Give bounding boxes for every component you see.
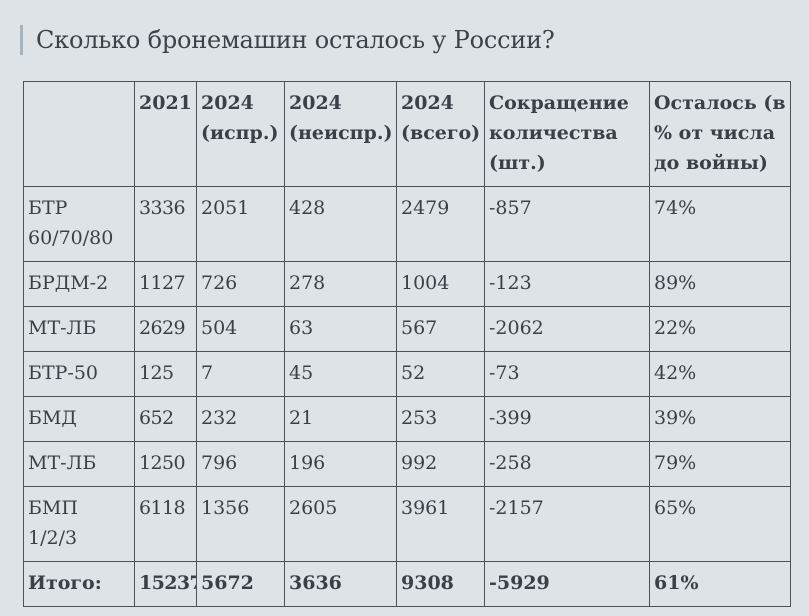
total-cell: 61% <box>649 561 791 607</box>
table-cell: 74% <box>649 186 791 262</box>
total-cell: 15237 <box>134 561 197 607</box>
table-cell: 796 <box>196 441 285 487</box>
table-cell: 79% <box>649 441 791 487</box>
table-cell: 125 <box>134 351 197 397</box>
table-cell: 196 <box>284 441 397 487</box>
table-cell: 45 <box>284 351 397 397</box>
table-cell: 428 <box>284 186 397 262</box>
vehicle-name-cell: БТР 60/70/80 <box>23 186 135 262</box>
table-cell: 1250 <box>134 441 197 487</box>
header-cell <box>23 81 135 187</box>
table-cell: 2629 <box>134 306 197 352</box>
table-cell: 3961 <box>396 486 485 562</box>
header-cell: 2021 <box>134 81 197 187</box>
table-cell: -399 <box>484 396 650 442</box>
table-row: БТР-50 125 7 45 52 -73 42% <box>23 351 791 397</box>
table-cell: -73 <box>484 351 650 397</box>
vehicle-name-cell: БТР-50 <box>23 351 135 397</box>
total-cell: 9308 <box>396 561 485 607</box>
header-row: 2021 2024 (испр.) 2024 (неиспр.) 2024 (в… <box>23 81 791 187</box>
total-cell: 5672 <box>196 561 285 607</box>
table-cell: 52 <box>396 351 485 397</box>
table-cell: 567 <box>396 306 485 352</box>
header-cell: 2024 (всего) <box>396 81 485 187</box>
page-title: Сколько бронемашин осталось у России? <box>36 26 555 54</box>
table-cell: -258 <box>484 441 650 487</box>
vehicle-name-cell: БМП 1/2/3 <box>23 486 135 562</box>
table-cell: 39% <box>649 396 791 442</box>
table-row: БРДМ-2 1127 726 278 1004 -123 89% <box>23 261 791 307</box>
table-cell: 1004 <box>396 261 485 307</box>
vehicle-name-cell: БРДМ-2 <box>23 261 135 307</box>
table-row: БТР 60/70/80 3336 2051 428 2479 -857 74% <box>23 186 791 262</box>
table-cell: 1127 <box>134 261 197 307</box>
table-row: МТ-ЛБ 2629 504 63 567 -2062 22% <box>23 306 791 352</box>
table-cell: 7 <box>196 351 285 397</box>
table-cell: 2051 <box>196 186 285 262</box>
vehicle-name-cell: МТ-ЛБ <box>23 306 135 352</box>
table-cell: 652 <box>134 396 197 442</box>
total-cell: -5929 <box>484 561 650 607</box>
table-cell: -2157 <box>484 486 650 562</box>
table-cell: 42% <box>649 351 791 397</box>
table-cell: -857 <box>484 186 650 262</box>
table-cell: 278 <box>284 261 397 307</box>
table-cell: 89% <box>649 261 791 307</box>
table-cell: 2605 <box>284 486 397 562</box>
header-cell: Сокращение количества (шт.) <box>484 81 650 187</box>
vehicle-name-cell: БМД <box>23 396 135 442</box>
table-cell: 504 <box>196 306 285 352</box>
header-cell: 2024 (неиспр.) <box>284 81 397 187</box>
total-cell: 3636 <box>284 561 397 607</box>
table-cell: 63 <box>284 306 397 352</box>
table-row: БМД 652 232 21 253 -399 39% <box>23 396 791 442</box>
header-cell: Осталось (в % от числа до войны) <box>649 81 791 187</box>
table-cell: 21 <box>284 396 397 442</box>
header-cell: 2024 (испр.) <box>196 81 285 187</box>
table-row: МТ-ЛБ 1250 796 196 992 -258 79% <box>23 441 791 487</box>
table-cell: 3336 <box>134 186 197 262</box>
table-row: БМП 1/2/3 6118 1356 2605 3961 -2157 65% <box>23 486 791 562</box>
table-cell: 253 <box>396 396 485 442</box>
table-cell: 6118 <box>134 486 197 562</box>
table-cell: -123 <box>484 261 650 307</box>
table-cell: 65% <box>649 486 791 562</box>
table-cell: 2479 <box>396 186 485 262</box>
table-cell: 232 <box>196 396 285 442</box>
total-label-cell: Итого: <box>23 561 135 607</box>
table-cell: 726 <box>196 261 285 307</box>
table-cell: 992 <box>396 441 485 487</box>
table-cell: -2062 <box>484 306 650 352</box>
total-row: Итого: 15237 5672 3636 9308 -5929 61% <box>23 561 791 607</box>
table-cell: 1356 <box>196 486 285 562</box>
title-block: Сколько бронемашин осталось у России? <box>20 22 555 58</box>
armored-vehicles-table: 2021 2024 (испр.) 2024 (неиспр.) 2024 (в… <box>23 81 791 607</box>
table-cell: 22% <box>649 306 791 352</box>
title-accent-bar <box>20 25 23 55</box>
vehicle-name-cell: МТ-ЛБ <box>23 441 135 487</box>
